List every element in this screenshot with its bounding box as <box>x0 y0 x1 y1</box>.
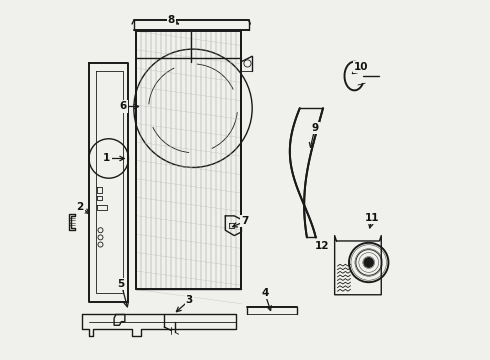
Text: 9: 9 <box>311 123 318 133</box>
Text: 4: 4 <box>261 288 269 298</box>
Text: 12: 12 <box>315 241 329 251</box>
Text: 3: 3 <box>186 295 193 305</box>
Text: 10: 10 <box>354 62 369 72</box>
Text: 8: 8 <box>168 15 175 26</box>
Text: 1: 1 <box>103 153 111 163</box>
Text: 2: 2 <box>76 202 84 212</box>
Circle shape <box>364 257 374 267</box>
Text: 11: 11 <box>365 213 380 222</box>
Text: 7: 7 <box>241 216 249 226</box>
Text: 5: 5 <box>118 279 125 289</box>
Text: 6: 6 <box>120 102 127 112</box>
